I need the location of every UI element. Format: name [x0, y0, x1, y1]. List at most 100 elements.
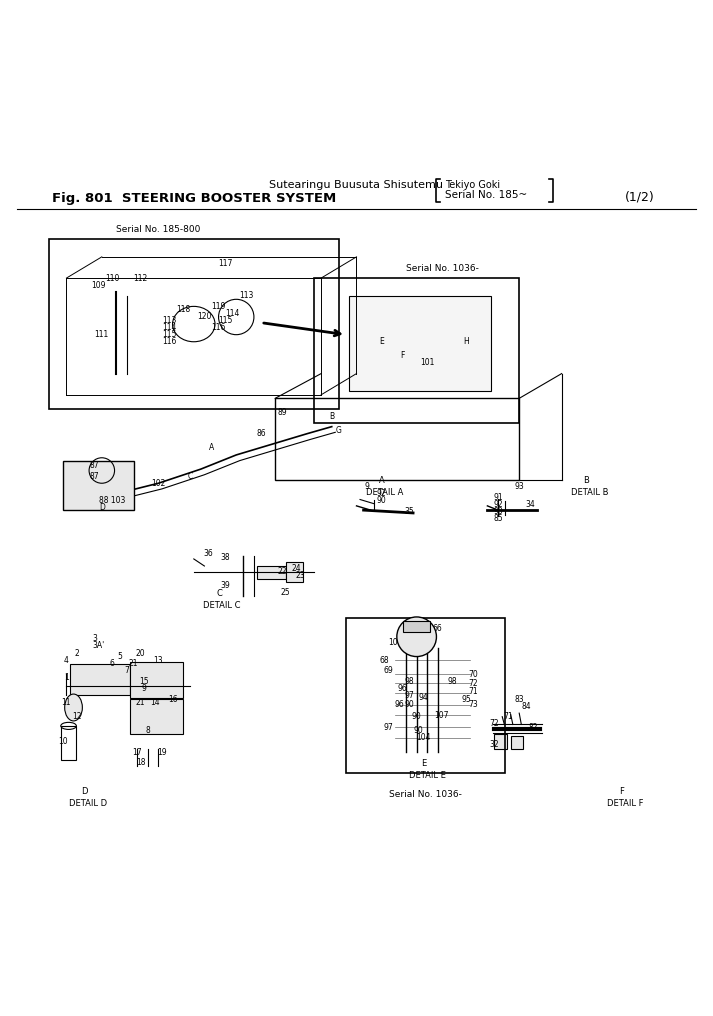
Text: 13: 13 — [153, 655, 163, 664]
Text: 3: 3 — [92, 634, 97, 643]
Text: 66: 66 — [433, 624, 443, 633]
Text: H: H — [463, 337, 469, 346]
Text: B: B — [329, 411, 334, 421]
Text: 3A': 3A' — [92, 641, 104, 650]
Text: 88 103: 88 103 — [99, 497, 125, 505]
Text: 92: 92 — [376, 490, 386, 499]
Bar — [349, 296, 491, 391]
Text: 87: 87 — [90, 471, 100, 481]
Text: Fig. 801  STEERING BOOSTER SYSTEM: Fig. 801 STEERING BOOSTER SYSTEM — [52, 192, 337, 205]
Text: 111: 111 — [95, 330, 109, 339]
Text: D: D — [99, 504, 105, 512]
Text: 83: 83 — [514, 695, 524, 703]
Text: 93: 93 — [514, 483, 524, 492]
Bar — [403, 621, 430, 632]
Text: 117: 117 — [218, 259, 233, 268]
Text: 115: 115 — [162, 330, 176, 339]
Text: 16: 16 — [168, 695, 178, 703]
Bar — [275, 398, 519, 480]
Text: C  
DETAIL C: C DETAIL C — [203, 589, 241, 611]
Bar — [61, 725, 76, 760]
Text: 84: 84 — [521, 702, 531, 710]
Text: Tekiyo Goki: Tekiyo Goki — [445, 180, 500, 190]
Text: 90: 90 — [412, 712, 421, 721]
Text: C: C — [188, 471, 193, 481]
Text: 94: 94 — [419, 693, 429, 702]
Bar — [130, 662, 183, 698]
Text: 97: 97 — [384, 722, 393, 732]
Bar — [346, 618, 505, 773]
Text: 71: 71 — [504, 712, 513, 721]
Text: 18: 18 — [136, 758, 145, 767]
Text: 36: 36 — [203, 550, 212, 559]
Text: Serial No. 185-800: Serial No. 185-800 — [116, 226, 200, 235]
Text: F: F — [400, 352, 405, 361]
Text: D  
DETAIL D: D DETAIL D — [68, 787, 107, 809]
Text: 68: 68 — [380, 655, 389, 664]
Text: 90: 90 — [405, 700, 414, 709]
Bar — [257, 566, 286, 579]
Text: 98: 98 — [447, 677, 457, 686]
Text: 116: 116 — [211, 323, 226, 332]
Text: 91: 91 — [493, 493, 503, 502]
Text: 34: 34 — [525, 500, 535, 509]
Text: 73: 73 — [468, 700, 478, 709]
Text: 87: 87 — [90, 461, 100, 470]
Bar — [63, 460, 133, 510]
Text: 7: 7 — [124, 666, 129, 676]
Text: 72: 72 — [490, 719, 499, 728]
Text: 95: 95 — [461, 695, 471, 703]
Text: 112: 112 — [133, 273, 148, 282]
Bar — [494, 734, 507, 749]
Text: 6: 6 — [110, 659, 115, 669]
Text: 4: 4 — [64, 655, 69, 664]
Text: 11: 11 — [62, 698, 71, 707]
Bar — [314, 278, 519, 423]
Bar — [48, 239, 339, 409]
Text: 71: 71 — [468, 688, 478, 696]
Text: 72: 72 — [468, 679, 478, 688]
Text: Serial No. 185~: Serial No. 185~ — [445, 190, 527, 200]
Text: 97: 97 — [405, 691, 414, 700]
Text: 120: 120 — [198, 313, 212, 321]
Text: 98: 98 — [405, 677, 414, 686]
Text: 115: 115 — [218, 316, 233, 325]
Text: 119: 119 — [211, 302, 226, 311]
Text: 96: 96 — [394, 700, 404, 709]
Bar — [286, 563, 304, 582]
Text: 17: 17 — [133, 748, 142, 757]
Text: 89: 89 — [277, 408, 287, 417]
Text: 92: 92 — [493, 500, 503, 509]
Text: 10: 10 — [58, 737, 68, 746]
Text: 1: 1 — [64, 674, 69, 683]
Bar — [70, 663, 130, 696]
Text: F  
DETAIL F: F DETAIL F — [607, 787, 644, 809]
Text: 82: 82 — [528, 722, 538, 732]
Text: 9: 9 — [142, 684, 147, 693]
Text: 32: 32 — [490, 741, 499, 750]
Text: A  
DETAIL A: A DETAIL A — [366, 477, 404, 497]
Text: 107: 107 — [434, 711, 448, 719]
Text: 20: 20 — [136, 648, 145, 657]
Text: 113: 113 — [240, 292, 254, 301]
Text: 104: 104 — [416, 734, 431, 743]
Circle shape — [397, 617, 436, 656]
Text: B  
DETAIL B: B DETAIL B — [571, 477, 609, 497]
Text: 5: 5 — [117, 652, 122, 661]
Text: 15: 15 — [140, 677, 149, 686]
Text: 9: 9 — [364, 483, 369, 492]
Bar — [130, 699, 183, 735]
Text: 21: 21 — [136, 698, 145, 707]
Text: 101: 101 — [420, 359, 434, 368]
Text: 70: 70 — [468, 670, 478, 679]
Text: Sutearingu Buusuta Shisutemu: Sutearingu Buusuta Shisutemu — [270, 180, 443, 190]
Text: 90: 90 — [376, 497, 386, 505]
Text: E: E — [379, 337, 384, 346]
Text: 12: 12 — [72, 712, 82, 721]
Text: 2: 2 — [75, 648, 79, 657]
Text: Serial No. 1036-: Serial No. 1036- — [389, 790, 462, 799]
Text: (1/2): (1/2) — [625, 190, 655, 203]
Text: 35: 35 — [405, 507, 414, 516]
Text: 39: 39 — [221, 581, 230, 590]
Text: 23: 23 — [295, 571, 304, 580]
